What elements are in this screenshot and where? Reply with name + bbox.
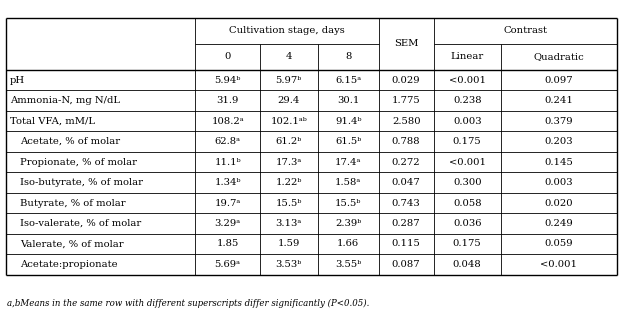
Text: 0.145: 0.145 — [545, 157, 573, 167]
Text: 61.2ᵇ: 61.2ᵇ — [275, 137, 302, 146]
Text: Linear: Linear — [450, 52, 484, 61]
Text: 0.047: 0.047 — [392, 178, 421, 187]
Text: 0.020: 0.020 — [545, 199, 573, 208]
Text: 19.7ᵃ: 19.7ᵃ — [214, 199, 240, 208]
Text: 0.788: 0.788 — [392, 137, 421, 146]
Text: 0.241: 0.241 — [545, 96, 573, 105]
Text: Valerate, % of molar: Valerate, % of molar — [20, 239, 123, 249]
Text: 102.1ᵃᵇ: 102.1ᵃᵇ — [270, 117, 307, 126]
Text: 4: 4 — [285, 52, 292, 61]
Text: 0.175: 0.175 — [453, 239, 482, 249]
Text: Acetate, % of molar: Acetate, % of molar — [20, 137, 120, 146]
Text: 15.5ᵇ: 15.5ᵇ — [275, 199, 302, 208]
Text: 1.66: 1.66 — [337, 239, 359, 249]
Text: 0.059: 0.059 — [545, 239, 573, 249]
Text: 0.003: 0.003 — [453, 117, 482, 126]
Text: 0: 0 — [224, 52, 231, 61]
Text: Iso-butyrate, % of molar: Iso-butyrate, % of molar — [20, 178, 143, 187]
Text: 5.69ᵃ: 5.69ᵃ — [214, 260, 240, 269]
Text: 0.300: 0.300 — [453, 178, 482, 187]
Text: Ammonia-N, mg N/dL: Ammonia-N, mg N/dL — [10, 96, 120, 105]
Text: 5.97ᵇ: 5.97ᵇ — [275, 76, 302, 85]
Text: 0.003: 0.003 — [545, 178, 573, 187]
Text: 61.5ᵇ: 61.5ᵇ — [335, 137, 361, 146]
Text: 0.238: 0.238 — [453, 96, 482, 105]
Text: Iso-valerate, % of molar: Iso-valerate, % of molar — [20, 219, 141, 228]
Text: 1.85: 1.85 — [216, 239, 239, 249]
Text: 6.15ᵃ: 6.15ᵃ — [335, 76, 361, 85]
Text: 17.4ᵃ: 17.4ᵃ — [335, 157, 361, 167]
Text: 0.379: 0.379 — [545, 117, 573, 126]
Text: 3.53ᵇ: 3.53ᵇ — [275, 260, 302, 269]
Text: Propionate, % of molar: Propionate, % of molar — [20, 157, 136, 167]
Text: 0.249: 0.249 — [545, 219, 573, 228]
Text: 0.115: 0.115 — [392, 239, 421, 249]
Text: 0.058: 0.058 — [453, 199, 482, 208]
Text: Cultivation stage, days: Cultivation stage, days — [229, 26, 345, 35]
Text: Total VFA, mM/L: Total VFA, mM/L — [10, 117, 95, 126]
Text: 108.2ᵃ: 108.2ᵃ — [211, 117, 244, 126]
Text: a,bMeans in the same row with different superscripts differ significantly (P<0.0: a,bMeans in the same row with different … — [7, 299, 370, 308]
Text: 0.087: 0.087 — [392, 260, 421, 269]
Text: 91.4ᵇ: 91.4ᵇ — [335, 117, 361, 126]
Text: <0.001: <0.001 — [449, 157, 486, 167]
Text: 17.3ᵃ: 17.3ᵃ — [275, 157, 302, 167]
Text: <0.001: <0.001 — [540, 260, 578, 269]
Text: 29.4: 29.4 — [277, 96, 300, 105]
Text: SEM: SEM — [394, 39, 418, 48]
Text: 31.9: 31.9 — [216, 96, 239, 105]
Text: 8: 8 — [345, 52, 351, 61]
Text: 2.39ᵇ: 2.39ᵇ — [335, 219, 361, 228]
Text: Quadratic: Quadratic — [533, 52, 584, 61]
Text: 1.22ᵇ: 1.22ᵇ — [275, 178, 302, 187]
Text: 62.8ᵃ: 62.8ᵃ — [214, 137, 240, 146]
Text: 0.097: 0.097 — [545, 76, 573, 85]
Text: 0.272: 0.272 — [392, 157, 421, 167]
Text: 30.1: 30.1 — [337, 96, 359, 105]
Text: 0.029: 0.029 — [392, 76, 421, 85]
Text: 15.5ᵇ: 15.5ᵇ — [335, 199, 361, 208]
Text: 0.743: 0.743 — [392, 199, 421, 208]
Text: 1.58ᵃ: 1.58ᵃ — [335, 178, 361, 187]
Text: Contrast: Contrast — [503, 26, 547, 35]
Text: 1.34ᵇ: 1.34ᵇ — [214, 178, 241, 187]
Text: Acetate:propionate: Acetate:propionate — [20, 260, 117, 269]
Text: 0.048: 0.048 — [453, 260, 482, 269]
Text: 0.203: 0.203 — [545, 137, 573, 146]
Text: 3.55ᵇ: 3.55ᵇ — [335, 260, 361, 269]
Text: <0.001: <0.001 — [449, 76, 486, 85]
Text: 5.94ᵇ: 5.94ᵇ — [214, 76, 240, 85]
Text: 3.13ᵃ: 3.13ᵃ — [275, 219, 302, 228]
Text: 0.175: 0.175 — [453, 137, 482, 146]
Text: 3.29ᵃ: 3.29ᵃ — [214, 219, 240, 228]
Text: 0.287: 0.287 — [392, 219, 421, 228]
Text: 1.59: 1.59 — [277, 239, 300, 249]
Text: pH: pH — [10, 76, 25, 85]
Text: 0.036: 0.036 — [453, 219, 482, 228]
Text: 11.1ᵇ: 11.1ᵇ — [214, 157, 241, 167]
Text: Butyrate, % of molar: Butyrate, % of molar — [20, 199, 125, 208]
Text: 2.580: 2.580 — [392, 117, 421, 126]
Text: 1.775: 1.775 — [392, 96, 421, 105]
